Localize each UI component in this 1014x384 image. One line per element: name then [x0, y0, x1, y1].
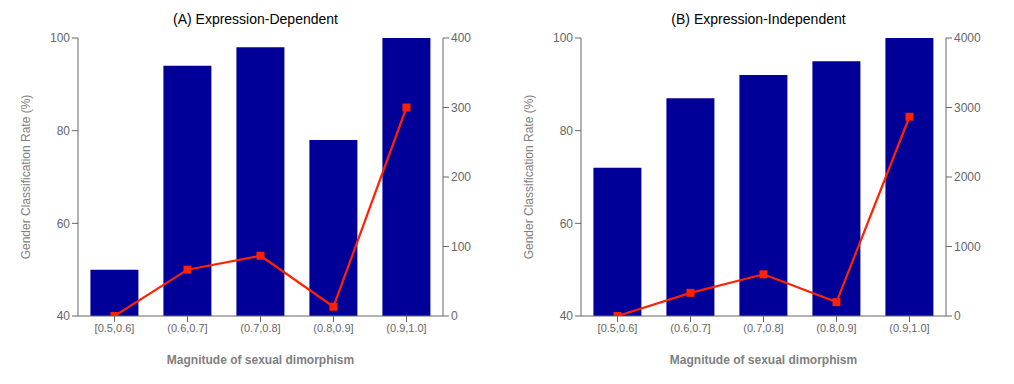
svg-text:(0.9,1.0]: (0.9,1.0] [889, 322, 929, 334]
svg-text:80: 80 [57, 124, 71, 138]
svg-text:Magnitude of sexual dimorphism: Magnitude of sexual dimorphism [670, 353, 857, 367]
svg-text:Gender Classification Rate (%): Gender Classification Rate (%) [522, 95, 536, 260]
svg-text:200: 200 [451, 170, 471, 184]
svg-text:60: 60 [560, 217, 574, 231]
svg-text:(0.7,0.8]: (0.7,0.8] [743, 322, 783, 334]
svg-text:(0.6,0.7]: (0.6,0.7] [167, 322, 207, 334]
svg-text:4000: 4000 [954, 31, 981, 45]
svg-text:300: 300 [451, 101, 471, 115]
html-text:(B) Expression-Independent: (B) Expression-Independent [671, 11, 846, 27]
svg-text:40: 40 [560, 309, 574, 323]
svg-text:400: 400 [451, 31, 471, 45]
svg-text:(0.8,0.9]: (0.8,0.9] [816, 322, 856, 334]
svg-text:Magnitude of sexual dimorphism: Magnitude of sexual dimorphism [167, 353, 354, 367]
svg-text:0: 0 [954, 309, 961, 323]
svg-text:80: 80 [560, 124, 574, 138]
html-text:(A) Expression-Dependent: (A) Expression-Dependent [173, 11, 338, 27]
svg-text:60: 60 [57, 217, 71, 231]
svg-text:0: 0 [451, 309, 458, 323]
svg-text:[0.5,0.6]: [0.5,0.6] [598, 322, 638, 334]
svg-text:[0.5,0.6]: [0.5,0.6] [95, 322, 135, 334]
svg-text:(0.8,0.9]: (0.8,0.9] [313, 322, 353, 334]
svg-text:100: 100 [553, 31, 573, 45]
svg-text:2000: 2000 [954, 170, 981, 184]
svg-text:40: 40 [57, 309, 71, 323]
svg-text:1000: 1000 [954, 240, 981, 254]
svg-text:(0.6,0.7]: (0.6,0.7] [670, 322, 710, 334]
svg-text:100: 100 [50, 31, 70, 45]
svg-text:100: 100 [451, 240, 471, 254]
svg-text:(0.9,1.0]: (0.9,1.0] [386, 322, 426, 334]
svg-text:(0.7,0.8]: (0.7,0.8] [240, 322, 280, 334]
svg-text:Gender Classification Rate (%): Gender Classification Rate (%) [19, 95, 33, 260]
svg-text:3000: 3000 [954, 101, 981, 115]
